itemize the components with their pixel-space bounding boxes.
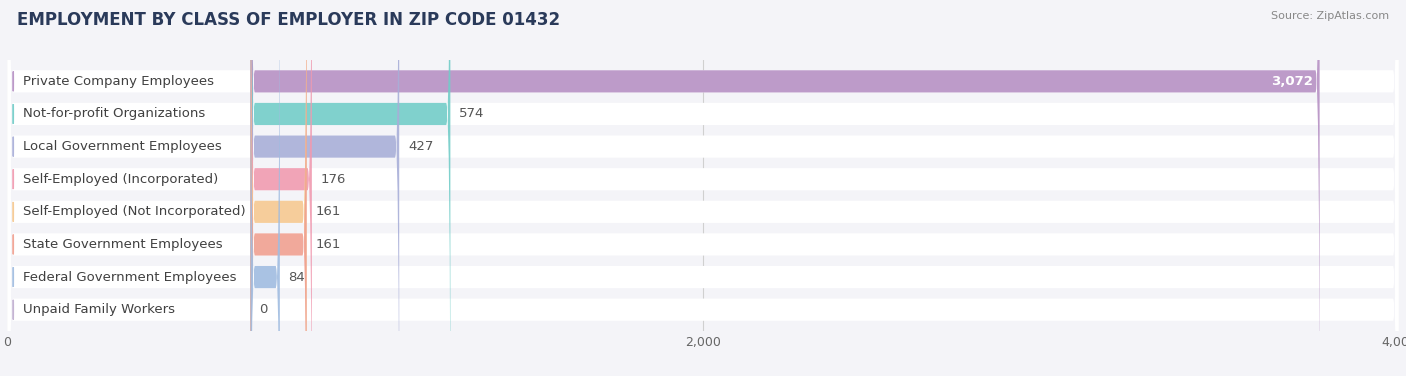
FancyBboxPatch shape bbox=[7, 0, 1399, 376]
Text: Federal Government Employees: Federal Government Employees bbox=[22, 271, 236, 284]
FancyBboxPatch shape bbox=[250, 0, 312, 376]
Text: 0: 0 bbox=[259, 303, 267, 316]
Text: 176: 176 bbox=[321, 173, 346, 186]
Text: 161: 161 bbox=[315, 238, 340, 251]
FancyBboxPatch shape bbox=[7, 0, 1399, 376]
Text: EMPLOYMENT BY CLASS OF EMPLOYER IN ZIP CODE 01432: EMPLOYMENT BY CLASS OF EMPLOYER IN ZIP C… bbox=[17, 11, 560, 29]
FancyBboxPatch shape bbox=[7, 0, 1399, 376]
FancyBboxPatch shape bbox=[250, 0, 307, 376]
Text: Private Company Employees: Private Company Employees bbox=[22, 75, 214, 88]
FancyBboxPatch shape bbox=[250, 0, 1320, 376]
Text: State Government Employees: State Government Employees bbox=[22, 238, 222, 251]
Text: Local Government Employees: Local Government Employees bbox=[22, 140, 221, 153]
Text: 574: 574 bbox=[460, 108, 485, 120]
FancyBboxPatch shape bbox=[7, 0, 1399, 376]
Text: 3,072: 3,072 bbox=[1271, 75, 1313, 88]
FancyBboxPatch shape bbox=[250, 0, 307, 376]
Text: Self-Employed (Not Incorporated): Self-Employed (Not Incorporated) bbox=[22, 205, 245, 218]
FancyBboxPatch shape bbox=[7, 0, 1399, 376]
Text: 84: 84 bbox=[288, 271, 305, 284]
Text: 161: 161 bbox=[315, 205, 340, 218]
Text: 427: 427 bbox=[408, 140, 433, 153]
FancyBboxPatch shape bbox=[7, 0, 1399, 376]
Text: Not-for-profit Organizations: Not-for-profit Organizations bbox=[22, 108, 205, 120]
Text: Unpaid Family Workers: Unpaid Family Workers bbox=[22, 303, 174, 316]
FancyBboxPatch shape bbox=[250, 0, 450, 376]
FancyBboxPatch shape bbox=[250, 0, 399, 376]
Text: Self-Employed (Incorporated): Self-Employed (Incorporated) bbox=[22, 173, 218, 186]
FancyBboxPatch shape bbox=[7, 0, 1399, 376]
FancyBboxPatch shape bbox=[7, 0, 1399, 376]
FancyBboxPatch shape bbox=[250, 0, 280, 376]
Text: Source: ZipAtlas.com: Source: ZipAtlas.com bbox=[1271, 11, 1389, 21]
